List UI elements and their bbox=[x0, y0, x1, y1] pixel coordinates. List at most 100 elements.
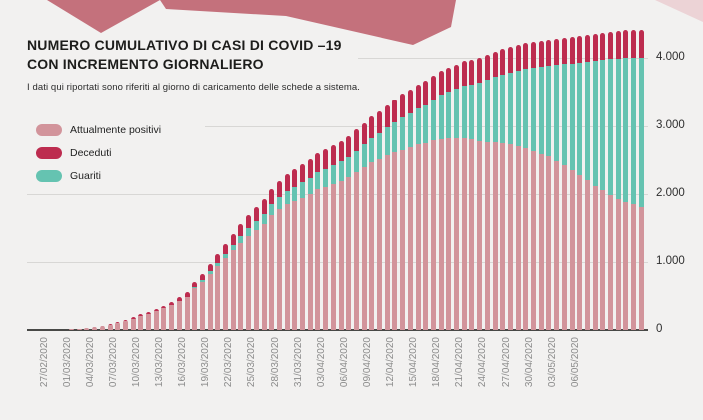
stacked-bar bbox=[492, 51, 498, 330]
gridline bbox=[27, 262, 648, 263]
bar-segment-attualmente-positivi bbox=[307, 194, 313, 330]
x-axis-tick-label: 01/03/2020 bbox=[61, 337, 73, 388]
bar-segment-attualmente-positivi bbox=[353, 171, 359, 330]
bar-segment-attualmente-positivi bbox=[69, 329, 74, 330]
bar-segment-guariti bbox=[623, 58, 629, 202]
bar-segment-attualmente-positivi bbox=[438, 138, 444, 330]
bar-segment-guariti bbox=[430, 99, 436, 141]
legend-label: Attualmente positivi bbox=[70, 124, 162, 136]
bar-segment-attualmente-positivi bbox=[538, 154, 544, 330]
stacked-bar bbox=[446, 67, 452, 330]
legend-item: Guariti bbox=[36, 170, 161, 182]
bar-segment-attualmente-positivi bbox=[569, 169, 575, 330]
legend-label: Deceduti bbox=[70, 147, 112, 159]
bar-segment-deceduti bbox=[307, 159, 313, 179]
x-axis-tick-label: 21/04/2020 bbox=[454, 337, 466, 388]
corner-triangle bbox=[655, 0, 703, 22]
bar-segment-attualmente-positivi bbox=[230, 250, 236, 330]
bar-segment-attualmente-positivi bbox=[99, 325, 105, 330]
bar-segment-guariti bbox=[353, 150, 359, 172]
bar-segment-guariti bbox=[477, 83, 483, 141]
bar-segment-guariti bbox=[438, 95, 444, 139]
bar-segment-guariti bbox=[315, 171, 321, 189]
bar-segment-deceduti bbox=[353, 129, 359, 151]
bar-segment-deceduti bbox=[238, 223, 244, 236]
stacked-bar bbox=[500, 49, 506, 330]
bar-segment-guariti bbox=[523, 69, 529, 149]
stacked-bar bbox=[323, 149, 329, 330]
bar-segment-attualmente-positivi bbox=[199, 281, 205, 330]
stacked-bar bbox=[638, 29, 644, 330]
bar-segment-guariti bbox=[515, 70, 521, 146]
bar-segment-guariti bbox=[276, 197, 282, 210]
bar-segment-guariti bbox=[631, 58, 637, 205]
legend-swatch-icon bbox=[36, 147, 62, 159]
bar-segment-guariti bbox=[638, 57, 644, 208]
stacked-bar bbox=[269, 188, 275, 330]
bar-segment-guariti bbox=[384, 126, 390, 156]
bar-segment-attualmente-positivi bbox=[531, 150, 536, 330]
x-axis-tick-label: 19/03/2020 bbox=[200, 337, 212, 388]
stacked-bar bbox=[238, 223, 244, 330]
bar-segment-guariti bbox=[446, 92, 452, 139]
bar-segment-attualmente-positivi bbox=[146, 313, 151, 330]
bar-segment-attualmente-positivi bbox=[300, 197, 305, 330]
bar-segment-attualmente-positivi bbox=[461, 138, 467, 330]
bar-segment-deceduti bbox=[199, 273, 205, 281]
bar-segment-attualmente-positivi bbox=[207, 273, 213, 330]
bar-segment-deceduti bbox=[523, 43, 529, 70]
bar-segment-guariti bbox=[392, 122, 398, 153]
stacked-bar bbox=[215, 253, 221, 330]
bar-segment-attualmente-positivi bbox=[469, 139, 475, 330]
stacked-bar bbox=[276, 180, 282, 330]
bar-segment-deceduti bbox=[631, 30, 637, 58]
bar-segment-deceduti bbox=[407, 89, 413, 113]
x-axis-tick-label: 25/03/2020 bbox=[246, 337, 258, 388]
stacked-bar bbox=[153, 308, 159, 330]
bar-segment-guariti bbox=[454, 89, 459, 139]
stacked-bar bbox=[461, 61, 467, 330]
stacked-bar bbox=[608, 31, 613, 330]
stacked-bar bbox=[507, 46, 513, 330]
bar-segment-attualmente-positivi bbox=[477, 140, 483, 330]
bar-segment-attualmente-positivi bbox=[415, 144, 421, 330]
y-axis-tick-label: 2.000 bbox=[656, 187, 685, 199]
bar-segment-deceduti bbox=[608, 31, 613, 60]
bar-segment-deceduti bbox=[192, 281, 198, 288]
bar-segment-deceduti bbox=[638, 29, 644, 58]
x-axis-tick-label: 07/03/2020 bbox=[107, 337, 119, 388]
bar-segment-attualmente-positivi bbox=[246, 236, 252, 330]
stacked-bar bbox=[384, 104, 390, 330]
stacked-bar bbox=[361, 122, 367, 330]
x-axis-tick-label: 09/04/2020 bbox=[361, 337, 373, 388]
bar-segment-deceduti bbox=[546, 39, 552, 67]
bar-segment-attualmente-positivi bbox=[115, 322, 121, 330]
bar-segment-deceduti bbox=[438, 71, 444, 96]
bar-segment-guariti bbox=[531, 68, 536, 151]
bar-segment-deceduti bbox=[361, 122, 367, 145]
bar-segment-guariti bbox=[577, 62, 583, 175]
stacked-bar bbox=[469, 59, 475, 330]
bar-segment-guariti bbox=[230, 244, 236, 251]
bar-segment-deceduti bbox=[531, 41, 536, 68]
stacked-bar bbox=[169, 302, 175, 330]
bar-segment-guariti bbox=[246, 228, 252, 237]
bar-segment-deceduti bbox=[315, 152, 321, 172]
bar-segment-attualmente-positivi bbox=[292, 201, 298, 330]
bar-segment-guariti bbox=[361, 144, 367, 167]
bar-segment-deceduti bbox=[369, 116, 375, 138]
stacked-bar bbox=[76, 329, 82, 330]
bar-segment-deceduti bbox=[446, 67, 452, 93]
bar-segment-guariti bbox=[569, 63, 575, 170]
bar-segment-deceduti bbox=[330, 145, 336, 166]
stacked-bar bbox=[407, 89, 413, 330]
bar-segment-guariti bbox=[307, 178, 313, 195]
bar-segment-deceduti bbox=[615, 31, 621, 59]
bar-segment-attualmente-positivi bbox=[377, 159, 382, 330]
bar-segment-deceduti bbox=[169, 302, 175, 306]
x-axis-tick-label: 27/02/2020 bbox=[38, 337, 50, 388]
bar-segment-deceduti bbox=[215, 253, 221, 263]
bar-segment-attualmente-positivi bbox=[515, 145, 521, 330]
stacked-bar bbox=[484, 54, 490, 330]
bar-segment-attualmente-positivi bbox=[615, 198, 621, 330]
